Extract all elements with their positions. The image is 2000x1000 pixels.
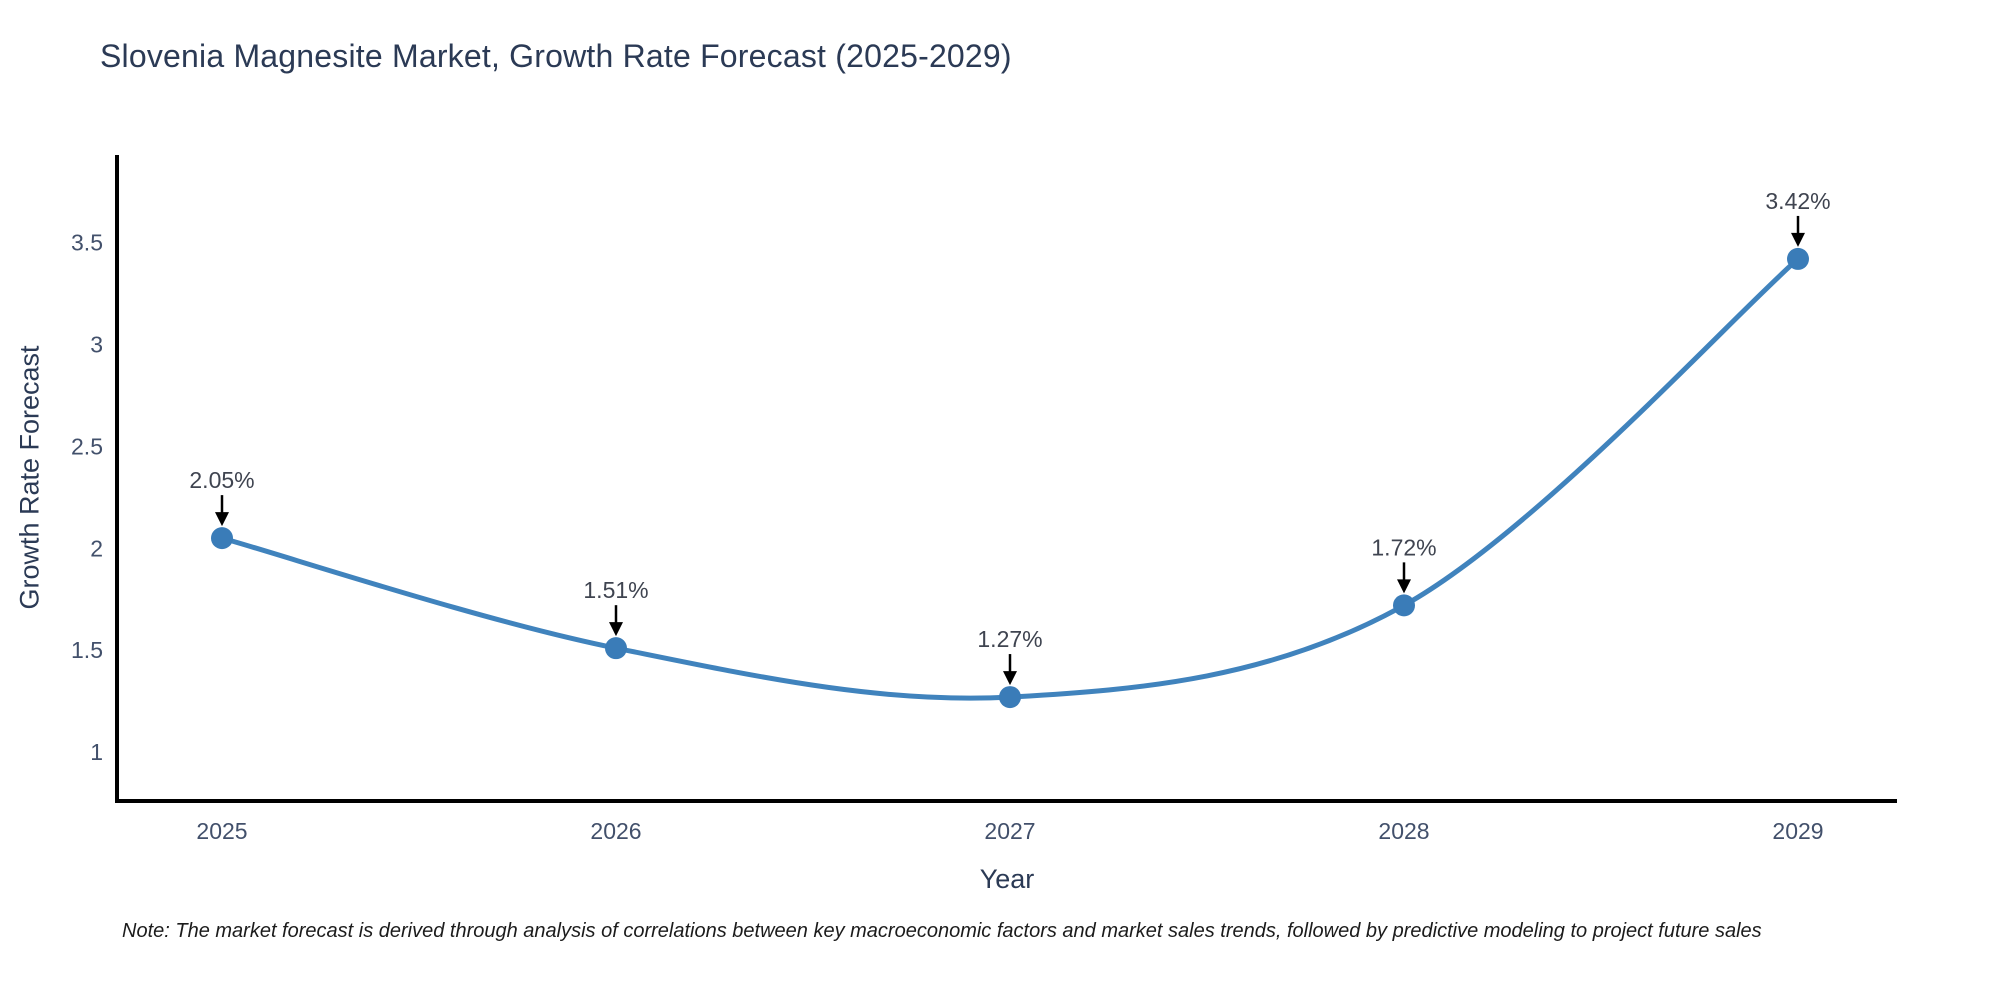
y-tick-label: 2 — [90, 535, 103, 561]
data-point-label: 1.72% — [1371, 534, 1436, 560]
data-point-marker — [1787, 247, 1809, 270]
y-tick-label: 1.5 — [71, 637, 103, 663]
x-tick-label: 2028 — [1378, 818, 1429, 844]
data-point-label: 1.51% — [583, 577, 648, 603]
footnote: Note: The market forecast is derived thr… — [122, 920, 1762, 942]
annotation-arrowhead-icon — [609, 622, 623, 637]
y-tick-label: 3 — [90, 332, 103, 358]
y-tick-label: 3.5 — [71, 230, 103, 256]
data-point-marker — [999, 686, 1021, 709]
annotation-arrowhead-icon — [215, 512, 229, 527]
x-tick-label: 2029 — [1772, 818, 1823, 844]
annotation-arrowhead-icon — [1003, 671, 1017, 686]
x-axis-title: Year — [979, 864, 1035, 894]
annotation-arrowhead-icon — [1397, 579, 1411, 594]
data-point-label: 1.27% — [977, 626, 1042, 652]
data-point-marker — [211, 527, 233, 550]
x-tick-label: 2026 — [590, 818, 641, 844]
x-tick-label: 2025 — [196, 818, 247, 844]
data-point-label: 2.05% — [189, 467, 254, 493]
x-tick-label: 2027 — [984, 818, 1035, 844]
chart-title: Slovenia Magnesite Market, Growth Rate F… — [100, 38, 1012, 74]
y-tick-label: 2.5 — [71, 433, 103, 459]
data-point-label: 3.42% — [1765, 188, 1830, 214]
y-tick-label: 1 — [90, 739, 103, 765]
data-point-marker — [1393, 594, 1415, 617]
data-point-marker — [605, 637, 627, 660]
annotation-arrowhead-icon — [1791, 232, 1805, 247]
